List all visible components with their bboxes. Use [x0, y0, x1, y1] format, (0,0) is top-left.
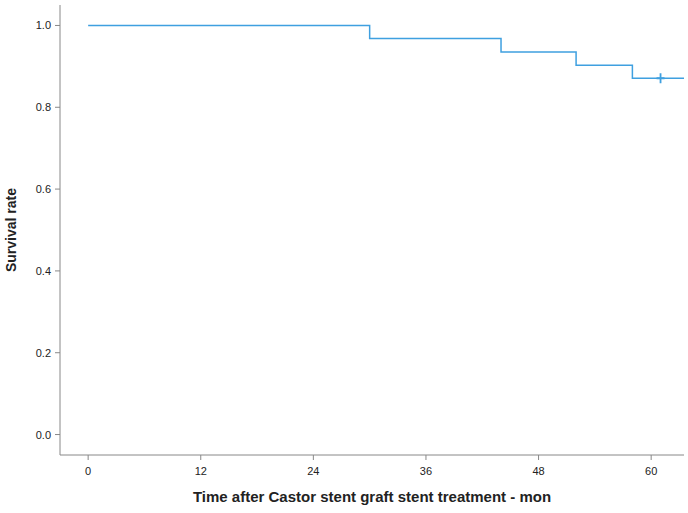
y-axis [60, 5, 61, 455]
x-tick-label: 0 [85, 465, 91, 477]
y-tick [55, 270, 60, 271]
y-tick-label: 0.4 [36, 265, 51, 277]
x-axis [60, 455, 684, 456]
x-tick-label: 36 [420, 465, 432, 477]
x-tick-label: 24 [307, 465, 319, 477]
y-tick-label: 1.0 [36, 19, 51, 31]
y-tick-label: 0.0 [36, 429, 51, 441]
x-tick-label: 48 [532, 465, 544, 477]
plot-area [88, 25, 684, 83]
x-tick-label: 12 [195, 465, 207, 477]
x-tick [651, 455, 652, 460]
y-tick [55, 434, 60, 435]
y-tick-label: 0.6 [36, 183, 51, 195]
x-tick [538, 455, 539, 460]
x-tick [425, 455, 426, 460]
y-axis-title: Survival rate [3, 188, 19, 272]
y-tick-label: 0.2 [36, 347, 51, 359]
x-tick [313, 455, 314, 460]
x-tick-label: 60 [645, 465, 657, 477]
background [0, 0, 688, 513]
x-tick [200, 455, 201, 460]
chart-container: 0.0 0.2 0.4 0.6 0.8 1.0 0 12 24 36 48 60 Time after … [0, 0, 688, 513]
y-tick [55, 25, 60, 26]
survival-curve [88, 25, 684, 78]
y-tick [55, 107, 60, 108]
y-tick [55, 189, 60, 190]
censor-mark [657, 73, 665, 83]
y-tick [55, 352, 60, 353]
x-tick [88, 455, 89, 460]
x-axis-title: Time after Castor stent graft stent trea… [193, 488, 551, 505]
y-tick-label: 0.8 [36, 101, 51, 113]
chart-svg: 0.0 0.2 0.4 0.6 0.8 1.0 0 12 24 36 48 60 Time after … [0, 0, 688, 513]
